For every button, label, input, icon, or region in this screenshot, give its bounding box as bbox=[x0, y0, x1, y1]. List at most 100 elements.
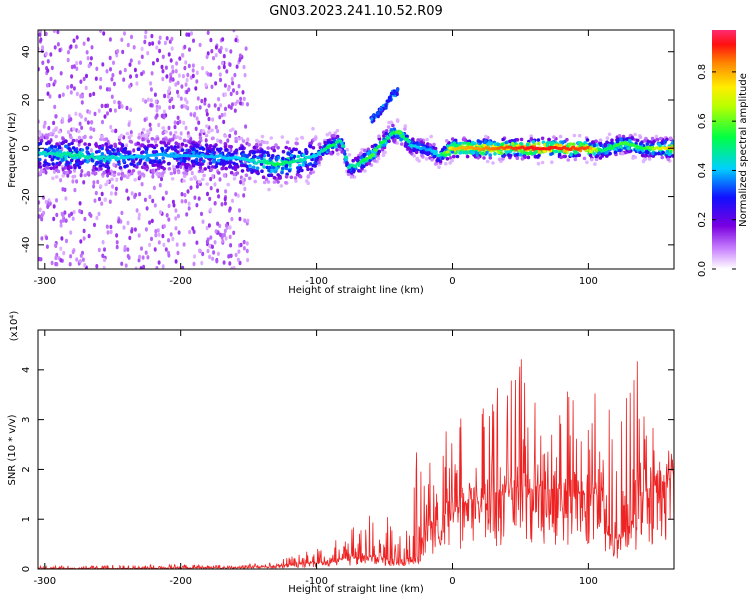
noise-cell bbox=[138, 192, 142, 197]
spectral-cell bbox=[395, 118, 400, 122]
noise-cell bbox=[93, 222, 96, 228]
noise-cell bbox=[161, 264, 165, 269]
spectral-cell bbox=[546, 140, 551, 145]
spectral-cell bbox=[593, 162, 597, 166]
noise-cell bbox=[108, 199, 112, 204]
snr-frame bbox=[37, 329, 675, 570]
noise-cell bbox=[126, 247, 130, 252]
spectral-cell bbox=[72, 174, 77, 179]
spectral-cell bbox=[123, 164, 127, 169]
spectral-cell bbox=[594, 157, 599, 162]
spectral-cell bbox=[314, 158, 319, 162]
spectral-cell bbox=[149, 159, 153, 163]
noise-cell bbox=[101, 119, 104, 125]
spectral-cell bbox=[51, 176, 55, 181]
ridge-cell bbox=[301, 158, 307, 162]
noise-cell bbox=[114, 186, 118, 191]
spectral-cell bbox=[99, 137, 103, 142]
noise-cell bbox=[201, 219, 205, 224]
spectral-cell bbox=[294, 179, 298, 183]
spectral-cell bbox=[201, 129, 206, 133]
noise-cell bbox=[90, 120, 94, 125]
noise-cell bbox=[122, 225, 126, 230]
noise-cell bbox=[71, 249, 75, 255]
noise-cell bbox=[106, 111, 109, 116]
noise-cell bbox=[200, 211, 203, 217]
noise-cell bbox=[69, 90, 73, 95]
spectral-cell bbox=[331, 134, 336, 138]
spectral-cell bbox=[455, 154, 460, 159]
spectral-cell bbox=[610, 141, 614, 145]
spectral-cell bbox=[66, 161, 71, 165]
spectral-cell bbox=[61, 158, 65, 162]
spectral-cell bbox=[278, 176, 283, 180]
noise-cell bbox=[155, 104, 159, 109]
spectral-cell bbox=[129, 171, 134, 176]
noise-cell bbox=[161, 54, 165, 59]
spectral-cell bbox=[671, 154, 674, 158]
spectral-cell bbox=[287, 147, 292, 151]
spectral-cell bbox=[85, 160, 90, 164]
spectral-cell bbox=[482, 156, 486, 160]
noise-cell bbox=[244, 124, 248, 129]
noise-cell bbox=[96, 179, 100, 185]
noise-cell bbox=[41, 60, 45, 65]
noise-cell bbox=[144, 250, 148, 255]
spectral-cell bbox=[200, 169, 205, 173]
spectral-cell bbox=[193, 177, 198, 181]
spectral-cell bbox=[485, 150, 489, 155]
spectral-cell bbox=[499, 151, 504, 155]
spectral-cell bbox=[295, 141, 299, 146]
noise-cell bbox=[167, 89, 170, 94]
spectral-cell bbox=[640, 153, 645, 158]
noise-cell bbox=[162, 109, 166, 114]
noise-cell bbox=[44, 51, 48, 56]
noise-cell bbox=[53, 45, 57, 50]
spectral-cell bbox=[110, 129, 115, 133]
spectral-cell bbox=[657, 142, 661, 147]
noise-cell bbox=[155, 113, 159, 118]
spectral-cell bbox=[219, 147, 223, 151]
spectral-cell bbox=[70, 141, 74, 146]
spectral-cell bbox=[317, 142, 322, 147]
noise-cell bbox=[92, 180, 96, 185]
noise-cell bbox=[213, 182, 217, 187]
noise-cell bbox=[101, 253, 105, 258]
noise-cell bbox=[223, 201, 227, 206]
noise-cell bbox=[71, 179, 75, 184]
noise-cell bbox=[63, 165, 67, 170]
noise-cell bbox=[160, 176, 163, 182]
noise-cell bbox=[78, 209, 82, 214]
spectral-cell bbox=[137, 170, 141, 175]
noise-cell bbox=[214, 81, 218, 86]
ridge-cell bbox=[322, 147, 328, 151]
spectral-cell bbox=[561, 140, 565, 144]
spectral-cell bbox=[191, 150, 196, 155]
noise-cell bbox=[238, 57, 242, 63]
noise-cell bbox=[206, 248, 210, 254]
spectral-cell bbox=[450, 158, 454, 163]
spectral-cell bbox=[276, 173, 281, 177]
spectral-cell bbox=[245, 164, 249, 169]
spectral-cell bbox=[204, 133, 209, 138]
spectral-cell bbox=[381, 104, 385, 108]
spectral-cell bbox=[258, 143, 263, 147]
noise-cell bbox=[169, 131, 173, 136]
noise-cell bbox=[201, 66, 204, 71]
noise-cell bbox=[234, 192, 238, 197]
ridge-cell bbox=[251, 158, 256, 162]
spectral-cell bbox=[557, 152, 562, 157]
spectral-cell bbox=[428, 143, 433, 147]
spectral-cell bbox=[536, 138, 541, 142]
spectral-cell bbox=[239, 136, 244, 141]
noise-cell bbox=[109, 229, 113, 235]
spectral-cell bbox=[253, 179, 257, 184]
noise-cell bbox=[59, 246, 63, 251]
spectral-cell bbox=[143, 161, 147, 166]
noise-cell bbox=[44, 31, 48, 37]
spectral-cell bbox=[254, 142, 259, 147]
spectral-cell bbox=[55, 142, 59, 146]
spectral-cell bbox=[550, 160, 554, 164]
spectral-cell bbox=[142, 165, 147, 170]
